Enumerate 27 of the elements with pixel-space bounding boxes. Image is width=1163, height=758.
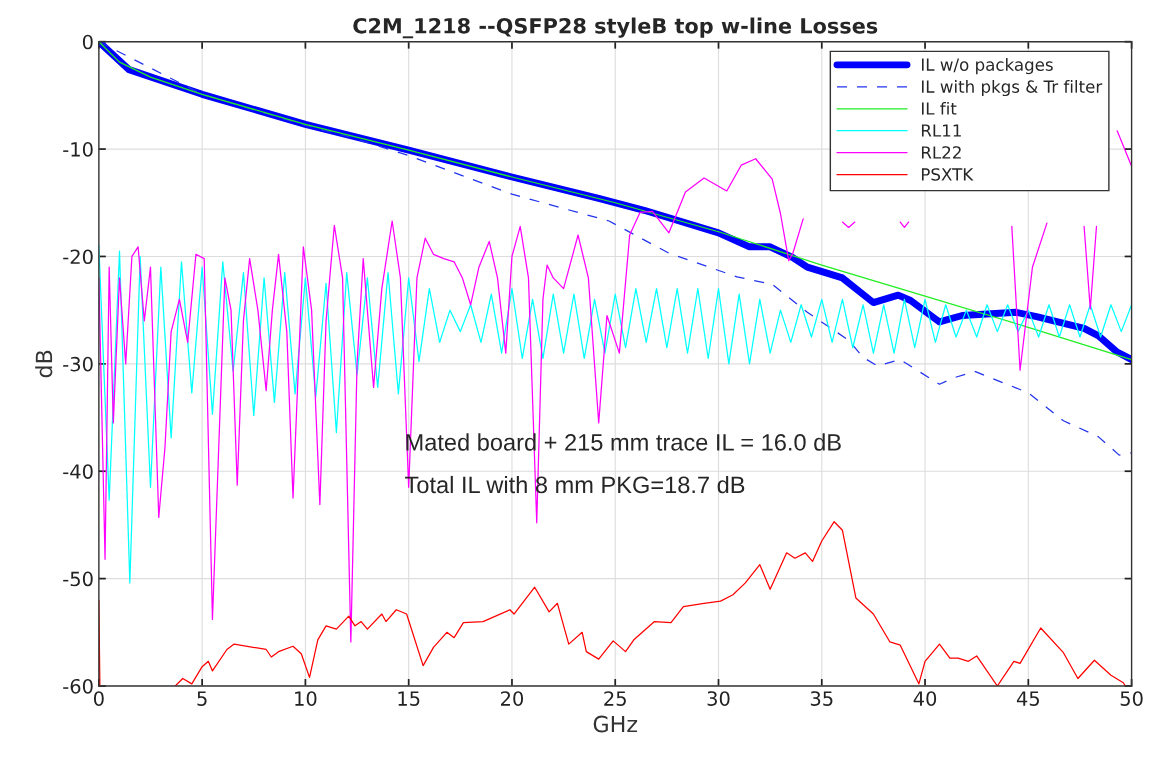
y-tick-label: -50 xyxy=(63,571,93,587)
legend-label: RL11 xyxy=(921,124,961,137)
x-tick-label: 25 xyxy=(604,691,626,706)
x-tick-label: 15 xyxy=(398,691,420,706)
legend-label: PSXTK xyxy=(921,168,974,181)
y-tick-label: -30 xyxy=(63,356,93,372)
x-tick-label: 5 xyxy=(197,691,207,706)
y-axis-title: dB xyxy=(35,350,53,378)
x-tick-label: 45 xyxy=(1016,691,1039,706)
x-tick-label: 0 xyxy=(93,691,104,706)
y-tick-label: -10 xyxy=(63,142,93,157)
legend-label: IL with pkgs & Tr filter xyxy=(921,79,1103,97)
x-tick-label: 30 xyxy=(707,691,730,706)
legend-label: IL fit xyxy=(921,101,957,115)
x-tick-label: 10 xyxy=(295,691,317,706)
x-tick-label: 40 xyxy=(913,691,937,706)
y-tick-label: -40 xyxy=(63,464,93,479)
legend-label: RL22 xyxy=(921,146,961,159)
y-tick-label: -60 xyxy=(63,678,93,694)
x-axis-title: GHz xyxy=(593,715,638,733)
y-tick-label: 0 xyxy=(82,34,93,50)
x-tick-label: 35 xyxy=(810,691,833,706)
x-tick-label: 50 xyxy=(1120,691,1143,706)
chart-title: C2M_1218 --QSFP28 styleB top w-line Losses xyxy=(353,17,878,39)
x-tick-label: 20 xyxy=(501,691,524,706)
legend-label: IL w/o packages xyxy=(921,58,1053,75)
y-tick-label: -20 xyxy=(63,249,93,265)
